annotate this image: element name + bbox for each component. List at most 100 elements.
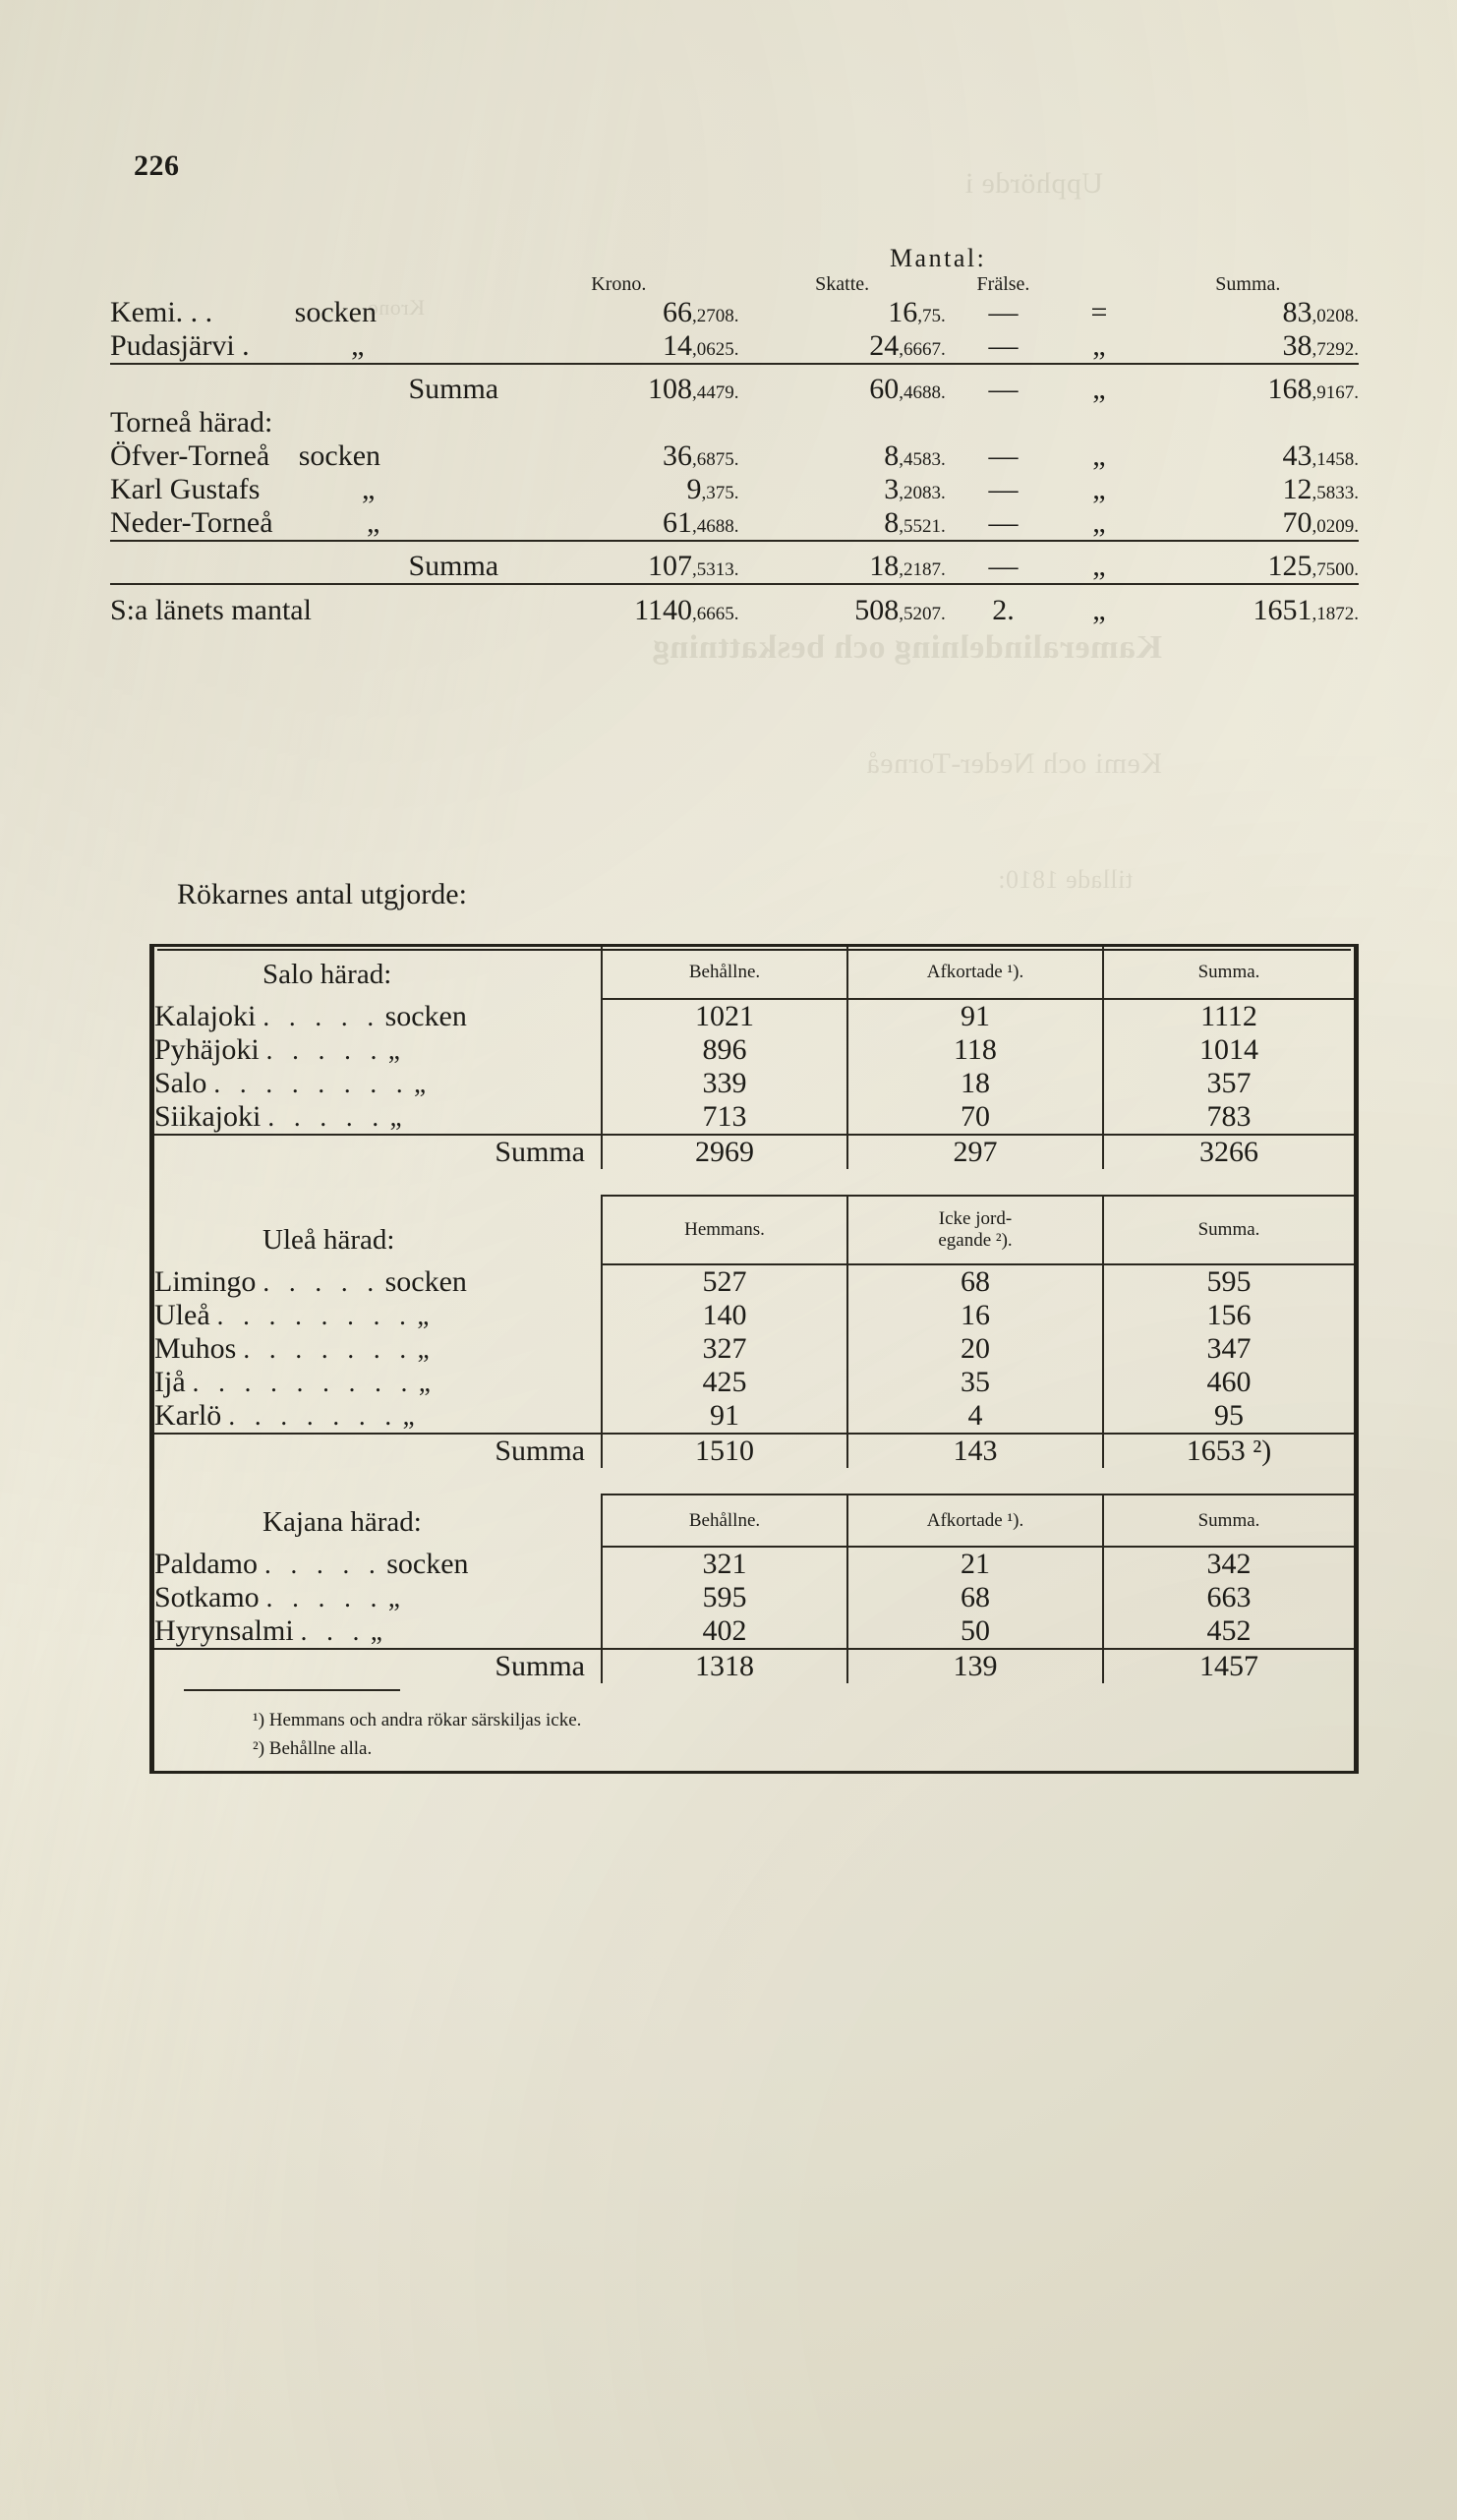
row-unit: socken: [384, 1264, 467, 1298]
column-header-hemmans: Hemmans.: [601, 1195, 847, 1266]
cell-behallne: 321: [601, 1547, 847, 1582]
table-row: Kemi. . . socken 66,2708. 16,75. — = 83,…: [110, 296, 1359, 329]
table-row: Siikajoki. . . . . „ 713 70 783: [154, 1100, 1354, 1136]
table-row: Pyhäjoki. . . . . „ 896 118 1014: [154, 1033, 1354, 1068]
summary-label: Summa: [110, 363, 499, 406]
ditto-mark: =: [1090, 296, 1108, 328]
row-label: Karl Gustafs „: [110, 473, 376, 505]
column-header-summa: Summa.: [1215, 273, 1281, 295]
cell-skatte: 60,4688.: [738, 363, 946, 406]
leader-dots: . . . . .: [264, 1549, 382, 1579]
table-row: Karlö. . . . . . . „ 91 4 95: [154, 1399, 1354, 1435]
summary-label: Summa: [110, 540, 499, 584]
table-row: Karl Gustafs „ 9,375. 3,2083. — „ 12,583…: [110, 473, 1359, 506]
table-row: Muhos. . . . . . . „ 327 20 347: [154, 1332, 1354, 1367]
cell-behallne: 402: [601, 1614, 847, 1650]
row-unit: „: [418, 1368, 431, 1398]
summary-label: Summa: [154, 1433, 602, 1469]
row-label: Paldamo. . . . . socken: [154, 1547, 469, 1580]
cell-summa: 70,0209.: [1282, 506, 1360, 539]
cell-fralse: —: [988, 506, 1019, 539]
cell-summa: 1651,1872.: [1136, 583, 1359, 627]
cell-afkortade: 139: [846, 1648, 1103, 1684]
mantal-group-title: Mantal:: [889, 244, 987, 272]
block-title-ulea: Uleå härad:: [262, 1223, 395, 1256]
table-row: Ijå. . . . . . . . . „ 425 35 460: [154, 1366, 1354, 1400]
ditto-mark: „: [1061, 540, 1137, 584]
table-row: Neder-Torneå „ 61,4688. 8,5521. — „ 70,0…: [110, 506, 1359, 541]
cell-summa: 460: [1102, 1366, 1354, 1400]
cell-hemmans: 1510: [601, 1433, 847, 1469]
mantal-table: Mantal: Krono. Skatte. Frälse. Summa. Ke…: [110, 244, 1359, 627]
row-label: Limingo. . . . . socken: [154, 1264, 467, 1298]
mantal-group-title-row: Mantal:: [110, 244, 1359, 273]
leader-dots: . . . . .: [262, 1266, 380, 1297]
cell-skatte: 8,4583.: [884, 440, 946, 472]
cell-icke-jordegande: 4: [846, 1399, 1103, 1435]
cell-afkortade: 297: [846, 1134, 1103, 1170]
cell-afkortade: 118: [846, 1033, 1103, 1068]
column-header-afkortade: Afkortade ¹).: [846, 1494, 1103, 1549]
ditto-mark: „: [1061, 583, 1137, 627]
rokarne-block-kajana: Kajana härad: Behållne. Afkortade ¹). Su…: [154, 1494, 1354, 1684]
cell-summa: 156: [1102, 1299, 1354, 1333]
cell-behallne: 1318: [601, 1648, 847, 1684]
cell-skatte: 8,5521.: [884, 506, 946, 539]
cell-behallne: 595: [601, 1581, 847, 1615]
cell-icke-jordegande: 20: [846, 1332, 1103, 1367]
rokarne-caption: Rökarnes antal utgjorde:: [177, 878, 467, 910]
block-header-row: Salo härad: Behållne. Afkortade ¹). Summ…: [154, 947, 1354, 1001]
cell-summa: 168,9167.: [1136, 363, 1359, 406]
column-header-icke-jordegande: Icke jord- egande ²).: [846, 1195, 1103, 1266]
ditto-mark: „: [1092, 506, 1106, 539]
row-unit: „: [417, 1301, 430, 1331]
grand-total-label: S:a länets mantal: [110, 583, 499, 627]
row-unit: „: [370, 1616, 382, 1647]
row-unit: socken: [384, 999, 467, 1032]
column-header-summa: Summa.: [1102, 1494, 1354, 1549]
cell-behallne: 1021: [601, 999, 847, 1034]
cell-summa: 663: [1102, 1581, 1354, 1615]
table-row: Pudasjärvi . „ 14,0625. 24,6667. — „ 38,…: [110, 329, 1359, 364]
block-header-row: Uleå härad: Hemmans. Icke jord- egande ²…: [154, 1195, 1354, 1266]
cell-krono: 107,5313.: [498, 540, 739, 584]
row-label: Muhos. . . . . . . „: [154, 1332, 430, 1366]
cell-summa: 125,7500.: [1136, 540, 1359, 584]
row-label: Neder-Torneå „: [110, 506, 380, 539]
row-unit: „: [367, 506, 380, 539]
cell-summa: 595: [1102, 1264, 1354, 1300]
ditto-mark: „: [1061, 363, 1137, 406]
leader-dots: . . . . . . .: [243, 1334, 413, 1365]
column-header-behallne: Behållne.: [601, 1494, 847, 1549]
table-row: Kalajoki. . . . . socken 1021 91 1112: [154, 999, 1354, 1034]
row-unit: „: [351, 329, 365, 362]
cell-fralse: —: [945, 540, 1062, 584]
cell-fralse: —: [988, 440, 1019, 472]
cell-summa: 43,1458.: [1282, 440, 1360, 472]
summary-row: Summa 2969 297 3266: [154, 1134, 1354, 1170]
leader-dots: . . . . .: [262, 1001, 380, 1031]
summary-row: Summa 107,5313. 18,2187. — „ 125,7500.: [110, 540, 1359, 584]
cell-afkortade: 70: [846, 1100, 1103, 1136]
cell-afkortade: 91: [846, 999, 1103, 1034]
column-header-fralse: Frälse.: [976, 273, 1030, 295]
cell-icke-jordegande: 35: [846, 1366, 1103, 1400]
cell-summa: 783: [1102, 1100, 1354, 1136]
footnote-1: ¹) Hemmans och andra rökar särskiljas ic…: [253, 1710, 582, 1731]
page-number: 226: [134, 149, 180, 182]
leader-dots: . . .: [300, 1616, 366, 1647]
footnote-2: ²) Behållne alla.: [253, 1737, 373, 1759]
cell-icke-jordegande: 68: [846, 1264, 1103, 1300]
grand-total-row: S:a länets mantal 1140,6665. 508,5207. 2…: [110, 583, 1359, 627]
table-row: Salo. . . . . . . . „ 339 18 357: [154, 1067, 1354, 1101]
cell-icke-jordegande: 16: [846, 1299, 1103, 1333]
row-unit: „: [361, 473, 376, 505]
column-header-summa: Summa.: [1102, 947, 1354, 1001]
row-unit: „: [387, 1583, 400, 1613]
table-row: Öfver-Torneå socken 36,6875. 8,4583. — „…: [110, 440, 1359, 473]
row-label: Sotkamo. . . . . „: [154, 1581, 400, 1614]
summary-row: Summa 1510 143 1653 ²): [154, 1433, 1354, 1469]
cell-summa: 38,7292.: [1282, 329, 1360, 362]
cell-summa: 3266: [1102, 1134, 1354, 1170]
